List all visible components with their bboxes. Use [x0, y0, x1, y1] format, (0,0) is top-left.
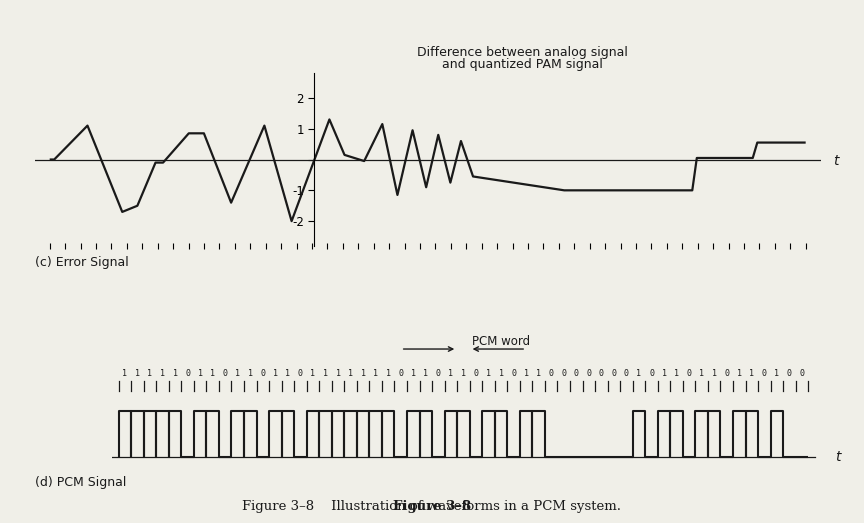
Text: 0: 0: [599, 369, 604, 378]
Text: 1: 1: [373, 369, 378, 378]
Text: 0: 0: [562, 369, 566, 378]
Text: 1: 1: [699, 369, 704, 378]
Text: 0: 0: [223, 369, 228, 378]
Text: 1: 1: [410, 369, 416, 378]
Text: 0: 0: [511, 369, 516, 378]
Text: 1: 1: [348, 369, 353, 378]
Text: 1: 1: [662, 369, 666, 378]
Text: 1: 1: [310, 369, 315, 378]
Text: 1: 1: [486, 369, 491, 378]
Text: PCM word: PCM word: [473, 335, 530, 348]
Text: 0: 0: [649, 369, 654, 378]
Text: 1: 1: [524, 369, 529, 378]
Text: $t$: $t$: [835, 450, 842, 464]
Text: (d) PCM Signal: (d) PCM Signal: [35, 476, 126, 489]
Text: 0: 0: [549, 369, 554, 378]
Text: 1: 1: [123, 369, 127, 378]
Text: 1: 1: [537, 369, 541, 378]
Text: 0: 0: [687, 369, 692, 378]
Text: 1: 1: [712, 369, 717, 378]
Text: 1: 1: [737, 369, 742, 378]
Text: 0: 0: [799, 369, 804, 378]
Text: 0: 0: [185, 369, 190, 378]
Text: $t$: $t$: [833, 154, 841, 168]
Text: 0: 0: [574, 369, 579, 378]
Text: 0: 0: [762, 369, 767, 378]
Text: 1: 1: [273, 369, 278, 378]
Text: 0: 0: [612, 369, 616, 378]
Text: 1: 1: [235, 369, 240, 378]
Text: 1: 1: [774, 369, 779, 378]
Text: 0: 0: [724, 369, 729, 378]
Text: 1: 1: [674, 369, 679, 378]
Text: 0: 0: [587, 369, 591, 378]
Text: Difference between analog signal: Difference between analog signal: [416, 47, 627, 60]
Text: 1: 1: [385, 369, 391, 378]
Text: Figure 3–8: Figure 3–8: [393, 499, 471, 513]
Text: 1: 1: [210, 369, 215, 378]
Text: 0: 0: [624, 369, 629, 378]
Text: 1: 1: [499, 369, 504, 378]
Text: 0: 0: [435, 369, 441, 378]
Text: 0: 0: [787, 369, 792, 378]
Text: 1: 1: [360, 369, 365, 378]
Text: 0: 0: [298, 369, 303, 378]
Text: 0: 0: [398, 369, 403, 378]
Text: 1: 1: [285, 369, 290, 378]
Text: 1: 1: [423, 369, 429, 378]
Text: 1: 1: [637, 369, 641, 378]
Text: Figure 3–8    Illustration of waveforms in a PCM system.: Figure 3–8 Illustration of waveforms in …: [243, 499, 621, 513]
Text: and quantized PAM signal: and quantized PAM signal: [442, 59, 602, 72]
Text: 1: 1: [749, 369, 754, 378]
Text: 1: 1: [448, 369, 454, 378]
Text: 1: 1: [148, 369, 152, 378]
Text: 1: 1: [160, 369, 165, 378]
Text: 1: 1: [173, 369, 177, 378]
Text: (c) Error Signal: (c) Error Signal: [35, 256, 129, 269]
Text: 0: 0: [260, 369, 265, 378]
Text: 1: 1: [461, 369, 466, 378]
Text: 1: 1: [198, 369, 202, 378]
Text: 1: 1: [335, 369, 340, 378]
Text: 1: 1: [323, 369, 328, 378]
Text: 0: 0: [473, 369, 479, 378]
Text: 1: 1: [135, 369, 140, 378]
Text: 1: 1: [248, 369, 253, 378]
